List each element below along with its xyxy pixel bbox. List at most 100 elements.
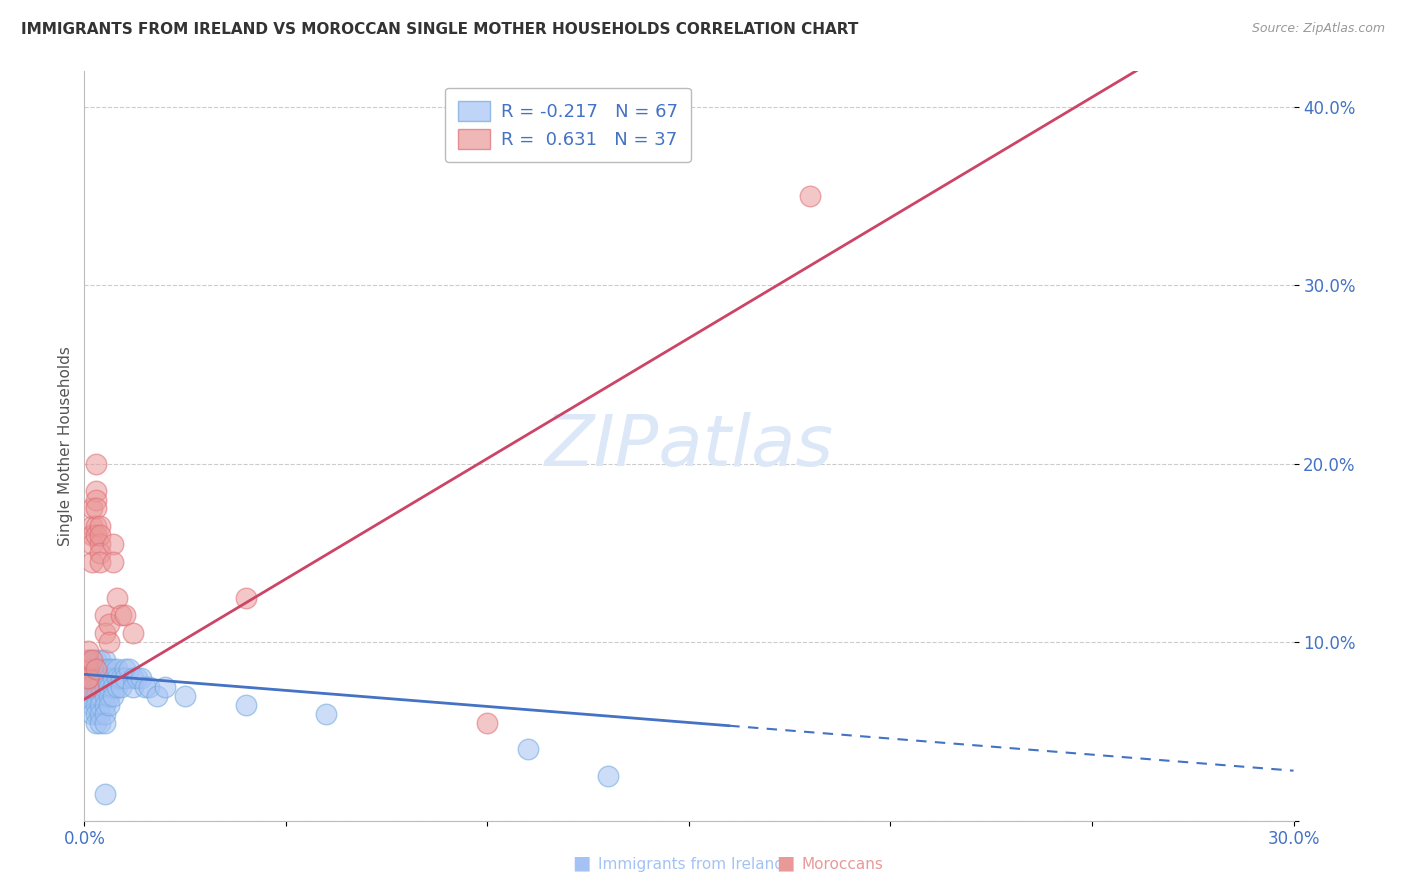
Point — [86, 706, 108, 721]
Point — [174, 689, 197, 703]
Text: ■: ■ — [572, 854, 591, 872]
Point — [86, 671, 108, 685]
Point — [77, 662, 100, 676]
Point — [77, 689, 100, 703]
Point — [89, 706, 111, 721]
Point — [89, 546, 111, 560]
Point — [134, 680, 156, 694]
Point — [101, 662, 124, 676]
Point — [235, 698, 257, 712]
Text: ■: ■ — [776, 854, 794, 872]
Point — [82, 653, 104, 667]
Point — [77, 671, 100, 685]
Point — [101, 555, 124, 569]
Point — [105, 671, 128, 685]
Point — [86, 698, 108, 712]
Point — [138, 680, 160, 694]
Point — [97, 662, 120, 676]
Point — [89, 689, 111, 703]
Point — [97, 617, 120, 632]
Point — [114, 662, 136, 676]
Point — [89, 680, 111, 694]
Point — [114, 671, 136, 685]
Point — [89, 671, 111, 685]
Text: Moroccans: Moroccans — [801, 857, 883, 872]
Point — [110, 671, 132, 685]
Point — [146, 689, 169, 703]
Point — [82, 662, 104, 676]
Point — [82, 528, 104, 542]
Point — [86, 457, 108, 471]
Point — [93, 706, 115, 721]
Point — [86, 662, 108, 676]
Point — [93, 671, 115, 685]
Text: ZIPatlas: ZIPatlas — [544, 411, 834, 481]
Point — [101, 680, 124, 694]
Point — [93, 608, 115, 623]
Point — [118, 662, 141, 676]
Point — [93, 626, 115, 640]
Text: IMMIGRANTS FROM IRELAND VS MOROCCAN SINGLE MOTHER HOUSEHOLDS CORRELATION CHART: IMMIGRANTS FROM IRELAND VS MOROCCAN SING… — [21, 22, 859, 37]
Point — [82, 653, 104, 667]
Y-axis label: Single Mother Households: Single Mother Households — [58, 346, 73, 546]
Point — [97, 689, 120, 703]
Point — [86, 653, 108, 667]
Point — [93, 653, 115, 667]
Point — [110, 608, 132, 623]
Point — [93, 662, 115, 676]
Point — [129, 671, 152, 685]
Point — [93, 698, 115, 712]
Point — [105, 591, 128, 605]
Point — [89, 537, 111, 551]
Point — [97, 680, 120, 694]
Point — [82, 680, 104, 694]
Point — [77, 680, 100, 694]
Point — [82, 689, 104, 703]
Point — [153, 680, 176, 694]
Point — [105, 662, 128, 676]
Point — [101, 671, 124, 685]
Point — [82, 501, 104, 516]
Point — [125, 671, 148, 685]
Point — [86, 528, 108, 542]
Point — [89, 698, 111, 712]
Point — [86, 501, 108, 516]
Point — [101, 537, 124, 551]
Point — [114, 608, 136, 623]
Point — [89, 662, 111, 676]
Point — [82, 706, 104, 721]
Point — [799, 189, 821, 203]
Point — [77, 653, 100, 667]
Point — [101, 689, 124, 703]
Point — [77, 644, 100, 658]
Point — [77, 662, 100, 676]
Point — [97, 698, 120, 712]
Point — [93, 680, 115, 694]
Point — [97, 635, 120, 649]
Point — [93, 715, 115, 730]
Point — [86, 519, 108, 533]
Point — [82, 555, 104, 569]
Point — [77, 671, 100, 685]
Point — [82, 537, 104, 551]
Point — [86, 680, 108, 694]
Point — [89, 528, 111, 542]
Point — [82, 671, 104, 685]
Point — [86, 689, 108, 703]
Point — [121, 680, 143, 694]
Point — [89, 715, 111, 730]
Point — [516, 742, 538, 756]
Point — [93, 787, 115, 801]
Point — [598, 769, 620, 783]
Point — [86, 715, 108, 730]
Text: Source: ZipAtlas.com: Source: ZipAtlas.com — [1251, 22, 1385, 36]
Point — [89, 519, 111, 533]
Point — [86, 483, 108, 498]
Point — [86, 492, 108, 507]
Legend: R = -0.217   N = 67, R =  0.631   N = 37: R = -0.217 N = 67, R = 0.631 N = 37 — [446, 88, 690, 162]
Text: Immigrants from Ireland: Immigrants from Ireland — [598, 857, 783, 872]
Point — [82, 698, 104, 712]
Point — [315, 706, 337, 721]
Point — [97, 671, 120, 685]
Point — [121, 626, 143, 640]
